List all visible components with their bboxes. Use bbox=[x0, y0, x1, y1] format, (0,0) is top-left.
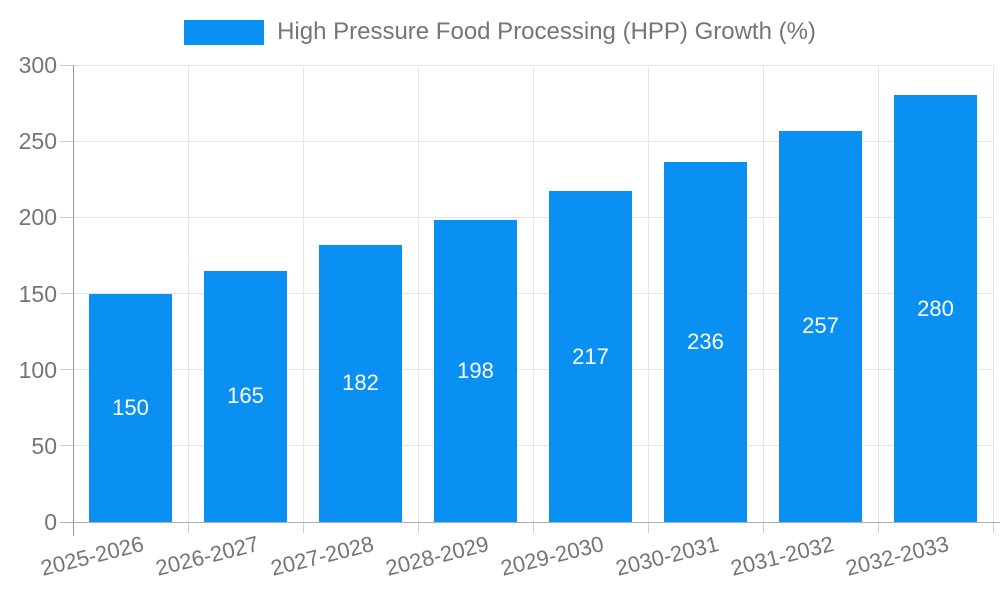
bar-value-label: 257 bbox=[802, 313, 839, 339]
y-axis-tick-label: 100 bbox=[18, 356, 57, 383]
bar-2029-2030[interactable]: 217 bbox=[549, 191, 632, 522]
bar-value-label: 280 bbox=[917, 295, 954, 321]
y-axis-tick bbox=[60, 140, 73, 142]
legend: High Pressure Food Processing (HPP) Grow… bbox=[0, 18, 1000, 46]
x-axis-tick bbox=[992, 522, 994, 533]
y-axis-tick bbox=[60, 293, 73, 294]
x-axis-tick bbox=[762, 522, 764, 533]
y-axis-tick-label: 200 bbox=[18, 204, 57, 231]
gridline-vertical bbox=[992, 65, 994, 522]
bar-value-label: 165 bbox=[227, 383, 264, 409]
gridline-vertical bbox=[187, 65, 189, 522]
x-axis-category-label: 2026-2027 bbox=[153, 531, 262, 581]
y-axis-tick-label: 150 bbox=[18, 280, 57, 307]
x-axis-category-label: 2027-2028 bbox=[268, 531, 377, 581]
x-axis-tick bbox=[417, 522, 419, 533]
bar-2028-2029[interactable]: 198 bbox=[434, 220, 517, 522]
gridline-vertical bbox=[647, 65, 649, 522]
bar-2030-2031[interactable]: 236 bbox=[664, 162, 747, 522]
x-axis-line bbox=[60, 521, 1000, 523]
bar-2031-2032[interactable]: 257 bbox=[779, 130, 862, 522]
bar-2032-2033[interactable]: 280 bbox=[894, 95, 977, 522]
x-axis-category-label: 2030-2031 bbox=[613, 531, 722, 581]
bar-value-label: 198 bbox=[457, 358, 494, 384]
x-axis-tick bbox=[877, 522, 879, 533]
x-axis-category-label: 2025-2026 bbox=[38, 531, 147, 581]
legend-swatch bbox=[184, 19, 265, 45]
x-axis-category-label: 2028-2029 bbox=[383, 531, 492, 581]
y-axis-tick bbox=[60, 369, 73, 371]
y-axis-tick-label: 300 bbox=[18, 52, 57, 78]
gridline-vertical bbox=[532, 65, 534, 522]
y-axis-tick bbox=[60, 64, 73, 66]
gridline-vertical bbox=[302, 65, 304, 522]
x-axis-tick bbox=[647, 522, 649, 533]
gridline-vertical bbox=[877, 65, 879, 522]
bar-2026-2027[interactable]: 165 bbox=[204, 270, 287, 522]
y-axis-tick bbox=[60, 445, 73, 447]
bar-2027-2028[interactable]: 182 bbox=[319, 244, 402, 522]
x-axis-tick bbox=[532, 522, 534, 533]
gridline-vertical bbox=[762, 65, 764, 522]
x-axis-category-label: 2032-2033 bbox=[843, 531, 952, 581]
y-axis-line bbox=[72, 65, 74, 536]
y-axis-tick-label: 250 bbox=[18, 128, 57, 155]
bar-value-label: 217 bbox=[572, 343, 609, 369]
bar-value-label: 236 bbox=[687, 329, 724, 355]
x-axis-category-label: 2031-2032 bbox=[728, 531, 837, 581]
legend-label: High Pressure Food Processing (HPP) Grow… bbox=[277, 18, 816, 45]
y-axis-tick-label: 0 bbox=[44, 509, 57, 535]
y-axis-tick-label: 50 bbox=[31, 432, 57, 459]
bar-value-label: 182 bbox=[342, 370, 379, 396]
y-axis-tick bbox=[60, 216, 73, 218]
gridline-vertical bbox=[417, 65, 419, 522]
bar-value-label: 150 bbox=[112, 394, 149, 420]
x-axis-tick bbox=[187, 522, 189, 533]
x-axis-tick bbox=[302, 522, 304, 533]
bar-2025-2026[interactable]: 150 bbox=[89, 293, 172, 522]
x-axis-category-label: 2029-2030 bbox=[498, 531, 607, 581]
